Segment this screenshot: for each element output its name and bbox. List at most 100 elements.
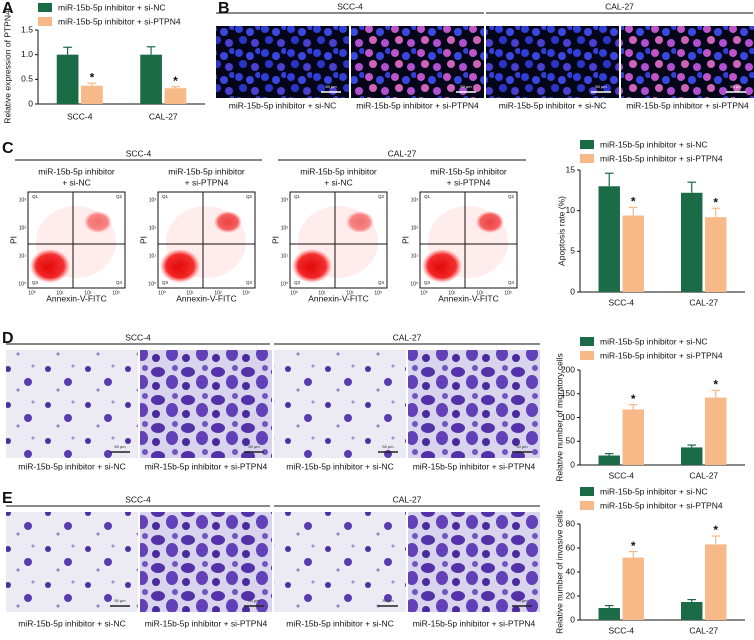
micrograph bbox=[621, 26, 754, 98]
panel-label: B bbox=[218, 0, 230, 17]
x-tick-label: 10⁰ bbox=[28, 290, 36, 296]
micrograph bbox=[486, 26, 619, 98]
micrograph bbox=[274, 350, 406, 458]
y-tick-label: 1.5 bbox=[21, 24, 33, 34]
legend-label: miR-15b-5p inhibitor + si-NC bbox=[600, 336, 707, 346]
panel-label: A bbox=[2, 0, 14, 17]
y-axis-label: PI bbox=[138, 236, 148, 244]
x-tick-label: SCC-4 bbox=[67, 111, 93, 121]
scale-bar-label: 50 μm bbox=[114, 598, 126, 603]
x-tick-label: SCC-4 bbox=[608, 297, 634, 307]
group-label: SCC-4 bbox=[125, 332, 151, 342]
bar bbox=[622, 409, 644, 465]
y-tick-label: 10⁰ bbox=[18, 281, 26, 287]
image-caption: miR-15b-5p inhibitor + si-NC bbox=[286, 461, 393, 471]
quadrant-label: Q4 bbox=[116, 280, 123, 285]
bar bbox=[598, 186, 620, 292]
bar bbox=[598, 608, 620, 620]
micrograph bbox=[274, 512, 406, 612]
panel-label: E bbox=[2, 490, 13, 507]
bar bbox=[622, 557, 644, 620]
micrograph bbox=[140, 350, 272, 458]
quadrant-label: Q2 bbox=[116, 194, 123, 199]
scale-bar-label: 50 μm bbox=[248, 444, 260, 449]
y-tick-label: 100 bbox=[561, 412, 575, 422]
y-tick-label: 15 bbox=[566, 164, 576, 174]
x-tick-label: 10¹ bbox=[56, 290, 64, 296]
panel-label: D bbox=[2, 330, 14, 347]
micrograph bbox=[408, 512, 540, 612]
plot-title: miR-15b-5p inhibitor bbox=[430, 166, 507, 176]
y-tick-label: 5 bbox=[570, 246, 575, 256]
y-tick-label: 0 bbox=[28, 98, 33, 108]
y-tick-label: 10³ bbox=[149, 197, 157, 203]
micrograph bbox=[6, 350, 138, 458]
significance-mark: * bbox=[631, 392, 636, 406]
y-tick-label: 10² bbox=[149, 225, 157, 231]
y-tick-label: 10¹ bbox=[411, 253, 419, 259]
x-tick-label: SCC-4 bbox=[608, 470, 634, 480]
bar bbox=[622, 215, 644, 292]
y-tick-label: 10³ bbox=[19, 197, 27, 203]
y-tick-label: 10⁰ bbox=[280, 281, 288, 287]
group-label: CAL-27 bbox=[388, 148, 417, 158]
scale-bar-label: 50 μm bbox=[325, 84, 337, 89]
cell-scatter bbox=[36, 206, 116, 278]
legend-label: miR-15b-5p inhibitor + si-PTPN4 bbox=[600, 350, 723, 360]
plot-title: miR-15b-5p inhibitor bbox=[300, 166, 377, 176]
bar bbox=[81, 85, 103, 104]
quadrant-label: Q4 bbox=[508, 280, 515, 285]
legend-swatch bbox=[580, 487, 594, 496]
y-tick-label: 10¹ bbox=[281, 253, 289, 259]
x-tick-label: 10² bbox=[346, 290, 354, 296]
y-tick-label: 10² bbox=[411, 225, 419, 231]
quadrant-label: Q2 bbox=[378, 194, 385, 199]
plot-title: + si-PTPN4 bbox=[185, 177, 229, 187]
image-caption: miR-15b-5p inhibitor + si-NC bbox=[18, 618, 125, 628]
group-label: SCC-4 bbox=[125, 494, 151, 504]
quadrant-label: Q4 bbox=[246, 280, 253, 285]
significance-mark: * bbox=[713, 378, 718, 392]
y-tick-label: 0 bbox=[570, 286, 575, 296]
cell-cloud bbox=[160, 249, 200, 283]
y-axis-label: PI bbox=[270, 236, 280, 244]
x-tick-label: 10² bbox=[84, 290, 92, 296]
scale-bar-label: 50 μm bbox=[516, 444, 528, 449]
bar bbox=[705, 544, 727, 620]
image-caption: miR-15b-5p inhibitor + si-NC bbox=[18, 461, 125, 471]
x-tick-label: 10³ bbox=[374, 290, 382, 296]
legend-swatch bbox=[580, 154, 594, 163]
y-tick-label: 60 bbox=[566, 542, 576, 552]
legend-swatch bbox=[38, 3, 52, 12]
image-caption: miR-15b-5p inhibitor + si-PTPN4 bbox=[413, 618, 536, 628]
quadrant-label: Q1 bbox=[424, 194, 431, 199]
x-tick-label: 10¹ bbox=[318, 290, 326, 296]
plot-title: + si-PTPN4 bbox=[447, 177, 491, 187]
micrograph bbox=[216, 26, 349, 98]
significance-mark: * bbox=[631, 539, 636, 553]
x-tick-label: CAL-27 bbox=[689, 470, 718, 480]
x-tick-label: 10³ bbox=[112, 290, 120, 296]
bar bbox=[140, 54, 162, 104]
image-caption: miR-15b-5p inhibitor + si-PTPN4 bbox=[626, 100, 749, 110]
y-tick-label: 10⁰ bbox=[148, 281, 156, 287]
cell-cloud bbox=[422, 249, 462, 283]
x-axis-label: Annexin-V-FITC bbox=[438, 293, 498, 303]
significance-mark: * bbox=[90, 70, 95, 84]
image-caption: miR-15b-5p inhibitor + si-NC bbox=[286, 618, 393, 628]
legend-swatch bbox=[580, 351, 594, 360]
quadrant-label: Q2 bbox=[508, 194, 515, 199]
y-tick-label: 20 bbox=[566, 590, 576, 600]
image-caption: miR-15b-5p inhibitor + si-NC bbox=[499, 100, 606, 110]
legend-label: miR-15b-5p inhibitor + si-PTPN4 bbox=[600, 500, 723, 510]
x-tick-label: 10⁰ bbox=[290, 290, 298, 296]
quadrant-label: Q2 bbox=[246, 194, 253, 199]
scale-bar-label: 50 μm bbox=[460, 84, 472, 89]
image-caption: miR-15b-5p inhibitor + si-PTPN4 bbox=[413, 461, 536, 471]
bar bbox=[164, 88, 187, 104]
y-tick-label: 10³ bbox=[281, 197, 289, 203]
bar bbox=[705, 397, 727, 465]
image-caption: miR-15b-5p inhibitor + si-PTPN4 bbox=[145, 461, 268, 471]
x-tick-label: 10³ bbox=[504, 290, 512, 296]
quadrant-label: Q3 bbox=[32, 280, 39, 285]
